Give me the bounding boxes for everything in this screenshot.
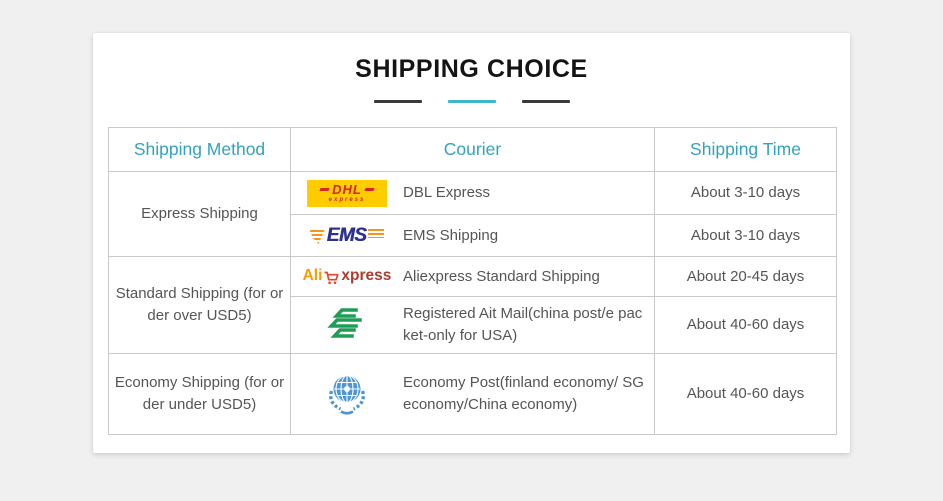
ems-logo-icon: EMS [309, 225, 385, 246]
page-title: SHIPPING CHOICE [355, 55, 588, 83]
shipping-time-value: About 20-45 days [654, 256, 837, 297]
divider-dash-left [373, 100, 422, 103]
header-shipping-method: Shipping Method [108, 127, 291, 172]
courier-name: Aliexpress Standard Shipping [403, 267, 600, 285]
aliexpress-logo-icon: Ali xpress [303, 265, 392, 287]
method-label: Economy Shipping (for or der under USD5) [114, 374, 285, 413]
dhl-logo: DHL express [291, 179, 403, 207]
method-label: Express Shipping [141, 205, 258, 223]
table-row: EMS EMS Shipping About 3-10 days [109, 214, 837, 257]
dhl-logo-icon: DHL express [307, 179, 387, 207]
method-standard-shipping: Standard Shipping (for or der over USD5) [108, 256, 291, 354]
aliexpress-logo-prefix: Ali [302, 267, 323, 285]
table-row: Standard Shipping (for or der over USD5)… [108, 256, 837, 354]
china-post-logo [291, 305, 403, 345]
header-shipping-time: Shipping Time [654, 127, 837, 172]
method-economy-shipping: Economy Shipping (for or der under USD5) [108, 353, 291, 435]
shipping-time-value: About 40-60 days [654, 296, 837, 354]
dhl-dash-icon [319, 188, 330, 191]
divider-dash-right [521, 100, 570, 103]
courier-name: EMS Shipping [403, 226, 499, 244]
shipping-time-value: About 40-60 days [654, 353, 837, 435]
un-logo [291, 369, 403, 419]
courier-name: DBL Express [403, 184, 490, 202]
table-row: Economy Shipping (for or der under USD5) [108, 353, 837, 435]
shipping-choice-card: SHIPPING CHOICE Shipping Method Courier … [93, 33, 850, 453]
aliexpress-logo-suffix: xpress [341, 267, 392, 285]
ems-logo-text: EMS [326, 225, 367, 246]
shipping-table: Shipping Method Courier Shipping Time Ex… [108, 127, 837, 435]
table-row: Express Shipping DHL express DBL [108, 171, 837, 257]
courier-cell-china-post: Registered Ait Mail(china post/e pac ket… [290, 296, 655, 354]
courier-cell-dhl: DHL express DBL Express [290, 171, 655, 215]
shipping-time-value: About 3-10 days [654, 171, 837, 215]
courier-cell-aliexpress: Ali xpress Aliexpress Standard Shipping [290, 256, 655, 297]
ems-logo: EMS [291, 226, 403, 245]
china-post-icon [327, 308, 362, 338]
title-divider [93, 100, 850, 103]
cart-icon [324, 271, 339, 284]
courier-name: Economy Post(finland economy/ SG economy… [403, 374, 644, 413]
aliexpress-logo: Ali xpress [291, 265, 403, 287]
dhl-logo-subtext: express [328, 197, 366, 203]
shipping-time-value: About 3-10 days [654, 214, 837, 257]
divider-dash-center [447, 100, 496, 103]
courier-name: Registered Ait Mail(china post/e pac ket… [403, 305, 643, 344]
dhl-logo-text: DHL [332, 182, 362, 197]
method-express-shipping: Express Shipping [108, 171, 291, 257]
ems-stripes-icon [309, 230, 325, 244]
un-globe-icon [329, 374, 365, 415]
ems-stripes-icon [368, 229, 385, 238]
courier-cell-ems: EMS EMS Shipping [290, 214, 655, 257]
method-label: Standard Shipping (for or der over USD5) [115, 285, 284, 324]
header-courier: Courier [290, 127, 655, 172]
courier-cell-economy-post: Economy Post(finland economy/ SG economy… [290, 353, 655, 435]
table-header-row: Shipping Method Courier Shipping Time [108, 127, 837, 172]
dhl-dash-icon [364, 188, 375, 191]
